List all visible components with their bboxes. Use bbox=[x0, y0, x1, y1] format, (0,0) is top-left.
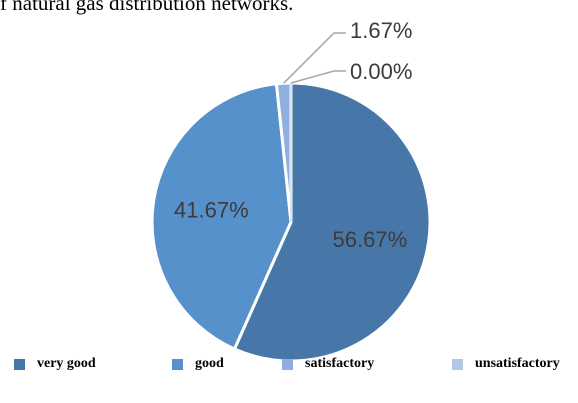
data-labels: 56.67% 41.67% 1.67% 0.00% bbox=[174, 18, 412, 252]
pie-slice-good bbox=[150, 82, 293, 351]
data-label-very-good: 56.67% bbox=[333, 227, 408, 252]
figure-caption: f natural gas distribution networks. bbox=[0, 0, 294, 15]
data-label-unsatisfactory: 0.00% bbox=[350, 59, 412, 84]
legend-label-very-good: very good bbox=[37, 356, 96, 371]
pie-slices bbox=[150, 81, 432, 363]
legend-item-unsatisfactory: unsatisfactory bbox=[452, 356, 560, 372]
legend-label-good: good bbox=[195, 356, 224, 371]
legend-swatch-good bbox=[172, 358, 183, 370]
legend-swatch-unsatisfactory bbox=[452, 358, 463, 370]
data-label-good: 41.67% bbox=[174, 197, 249, 222]
legend-swatch-very-good bbox=[14, 358, 25, 370]
legend-label-satisfactory: satisfactory bbox=[305, 356, 375, 371]
leader-line-unsatisfactory bbox=[290, 70, 346, 84]
legend: very good good satisfactory unsatisfacto… bbox=[0, 356, 578, 386]
legend-label-unsatisfactory: unsatisfactory bbox=[475, 356, 560, 371]
legend-item-satisfactory: satisfactory bbox=[282, 356, 374, 372]
pie-slice-very-good bbox=[232, 81, 432, 363]
legend-swatch-satisfactory bbox=[282, 358, 293, 370]
legend-item-very-good: very good bbox=[14, 356, 96, 372]
legend-item-good: good bbox=[172, 356, 224, 372]
leader-line-satisfactory bbox=[283, 32, 346, 84]
leader-lines bbox=[283, 32, 346, 84]
data-label-satisfactory: 1.67% bbox=[350, 18, 412, 43]
